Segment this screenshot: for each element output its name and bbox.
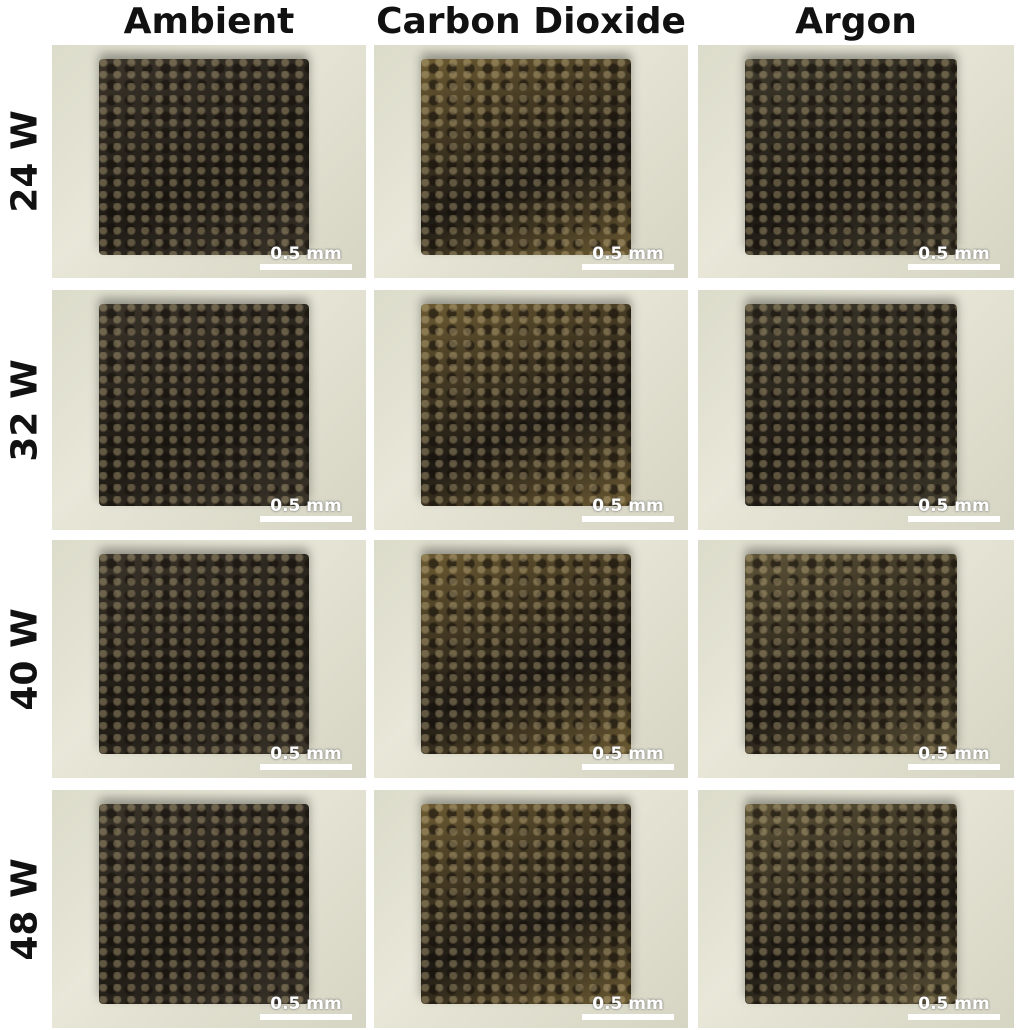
scale-bar: 0.5 mm (582, 497, 674, 522)
row-label: 24 W (4, 110, 46, 213)
micrograph-ambient-48w: 0.5 mm (52, 790, 366, 1028)
scale-bar: 0.5 mm (908, 995, 1000, 1020)
scale-bar-label: 0.5 mm (592, 744, 664, 764)
scale-bar: 0.5 mm (582, 745, 674, 770)
sample-specimen (745, 804, 958, 1005)
micrograph-carbon-dioxide-24w: 0.5 mm (374, 45, 688, 278)
micrograph-ambient-40w: 0.5 mm (52, 540, 366, 778)
sample-specimen (745, 58, 958, 255)
scale-bar: 0.5 mm (260, 497, 352, 522)
row-header-48w: 48 W (0, 790, 50, 1028)
column-header-ambient: Ambient (123, 1, 295, 42)
sample-specimen (99, 804, 310, 1005)
sample-specimen (99, 304, 310, 506)
sample-specimen (745, 554, 958, 755)
scale-bar: 0.5 mm (908, 745, 1000, 770)
row-label: 40 W (4, 607, 46, 711)
micrograph-ambient-24w: 0.5 mm (52, 45, 366, 278)
row-header-24w: 24 W (0, 45, 50, 278)
scale-bar-line (260, 264, 352, 270)
scale-bar-line (260, 1014, 352, 1020)
scale-bar-line (908, 264, 1000, 270)
scale-bar-label: 0.5 mm (270, 496, 342, 516)
scale-bar: 0.5 mm (260, 245, 352, 270)
sample-specimen (421, 58, 632, 255)
micrograph-argon-48w: 0.5 mm (698, 790, 1014, 1028)
scale-bar: 0.5 mm (582, 995, 674, 1020)
column-header-argon: Argon (795, 1, 917, 42)
scale-bar-line (260, 516, 352, 522)
row-label: 32 W (4, 358, 46, 462)
row-header-32w: 32 W (0, 290, 50, 530)
scale-bar: 0.5 mm (908, 245, 1000, 270)
column-header-carbon-dioxide: Carbon Dioxide (376, 1, 686, 42)
micrograph-carbon-dioxide-48w: 0.5 mm (374, 790, 688, 1028)
scale-bar-label: 0.5 mm (270, 744, 342, 764)
scale-bar: 0.5 mm (260, 995, 352, 1020)
row-header-40w: 40 W (0, 540, 50, 778)
scale-bar-label: 0.5 mm (592, 244, 664, 264)
sample-specimen (99, 58, 310, 255)
scale-bar-line (582, 264, 674, 270)
scale-bar-line (582, 1014, 674, 1020)
scale-bar-label: 0.5 mm (592, 994, 664, 1014)
scale-bar-line (582, 516, 674, 522)
scale-bar-line (908, 764, 1000, 770)
micrograph-argon-40w: 0.5 mm (698, 540, 1014, 778)
scale-bar-line (582, 764, 674, 770)
scale-bar-label: 0.5 mm (270, 244, 342, 264)
scale-bar-label: 0.5 mm (918, 244, 990, 264)
sample-specimen (421, 804, 632, 1005)
scale-bar: 0.5 mm (582, 245, 674, 270)
scale-bar-label: 0.5 mm (918, 496, 990, 516)
scale-bar-label: 0.5 mm (592, 496, 664, 516)
scale-bar: 0.5 mm (908, 497, 1000, 522)
scale-bar-line (260, 764, 352, 770)
sample-specimen (421, 554, 632, 755)
scale-bar: 0.5 mm (260, 745, 352, 770)
micrograph-carbon-dioxide-40w: 0.5 mm (374, 540, 688, 778)
scale-bar-line (908, 516, 1000, 522)
micrograph-argon-24w: 0.5 mm (698, 45, 1014, 278)
row-label: 48 W (4, 857, 46, 961)
micrograph-argon-32w: 0.5 mm (698, 290, 1014, 530)
scale-bar-label: 0.5 mm (270, 994, 342, 1014)
sample-specimen (421, 304, 632, 506)
sample-specimen (99, 554, 310, 755)
scale-bar-label: 0.5 mm (918, 994, 990, 1014)
sample-specimen (745, 304, 958, 506)
scale-bar-label: 0.5 mm (918, 744, 990, 764)
micrograph-ambient-32w: 0.5 mm (52, 290, 366, 530)
micrograph-carbon-dioxide-32w: 0.5 mm (374, 290, 688, 530)
scale-bar-line (908, 1014, 1000, 1020)
